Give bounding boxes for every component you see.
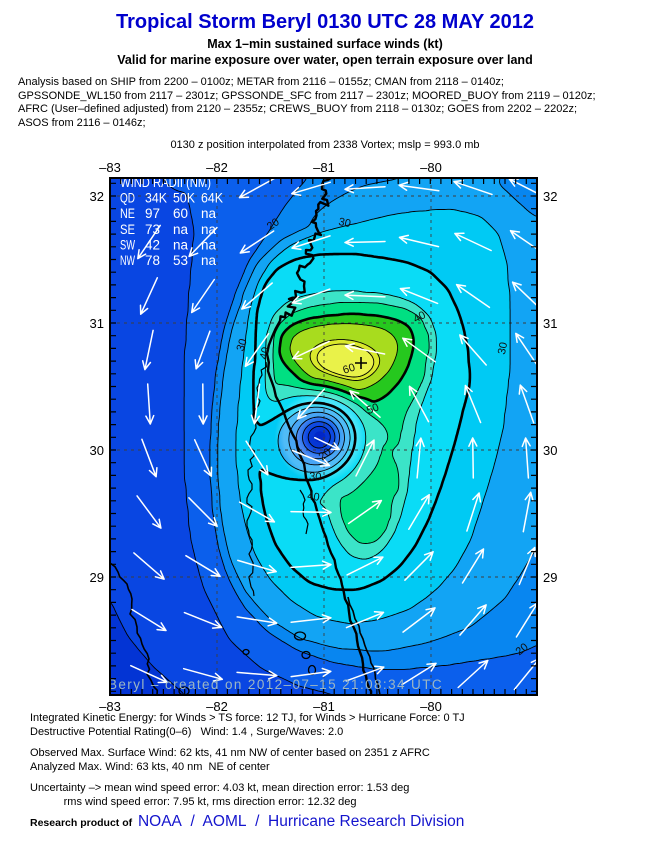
svg-text:SW: SW (120, 237, 135, 252)
svg-text:64K: 64K (201, 191, 223, 206)
svg-text:42: 42 (145, 237, 160, 252)
svg-text:40: 40 (411, 309, 427, 325)
svg-text:–83: –83 (99, 160, 121, 175)
svg-text:73: 73 (145, 222, 160, 237)
svg-text:60: 60 (173, 206, 188, 221)
svg-text:30: 30 (90, 443, 104, 458)
svg-text:–81: –81 (313, 699, 335, 714)
svg-text:na: na (201, 237, 216, 252)
svg-text:NW: NW (120, 253, 135, 268)
svg-text:60: 60 (341, 362, 356, 377)
svg-text:–81: –81 (313, 160, 335, 175)
svg-text:–83: –83 (99, 699, 121, 714)
svg-text:na: na (201, 253, 216, 268)
svg-text:31: 31 (90, 316, 104, 331)
svg-text:20: 20 (514, 641, 531, 658)
svg-text:34K: 34K (145, 191, 167, 206)
svg-text:31: 31 (543, 316, 557, 331)
svg-text:na: na (201, 206, 216, 221)
svg-text:20: 20 (265, 216, 282, 233)
svg-text:32: 32 (90, 189, 104, 204)
svg-text:na: na (201, 222, 216, 237)
svg-text:na: na (173, 222, 188, 237)
svg-text:–80: –80 (420, 160, 442, 175)
svg-text:30: 30 (543, 443, 557, 458)
svg-text:97: 97 (145, 206, 160, 221)
svg-text:50K: 50K (173, 191, 195, 206)
svg-text:53: 53 (173, 253, 188, 268)
svg-text:32: 32 (543, 189, 557, 204)
svg-text:–82: –82 (206, 160, 228, 175)
svg-text:–82: –82 (206, 699, 228, 714)
svg-text:Beryl – created on 2012–07–15: Beryl – created on 2012–07–15 21:08:34 U… (108, 677, 443, 692)
svg-text:–80: –80 (420, 699, 442, 714)
svg-text:30: 30 (496, 341, 510, 355)
svg-text:QD: QD (120, 191, 135, 206)
svg-text:29: 29 (543, 570, 557, 585)
svg-text:40: 40 (307, 490, 321, 504)
svg-text:WIND RADII (NM): WIND RADII (NM) (120, 175, 211, 190)
svg-text:30: 30 (337, 216, 351, 230)
svg-text:20: 20 (317, 446, 334, 463)
svg-text:50: 50 (365, 401, 381, 417)
svg-text:SE: SE (120, 222, 135, 237)
svg-text:30: 30 (235, 337, 250, 352)
svg-text:40: 40 (258, 346, 273, 361)
svg-text:29: 29 (90, 570, 104, 585)
svg-text:78: 78 (145, 253, 160, 268)
svg-text:na: na (173, 237, 188, 252)
svg-text:30: 30 (309, 471, 322, 484)
svg-text:NE: NE (120, 206, 135, 221)
